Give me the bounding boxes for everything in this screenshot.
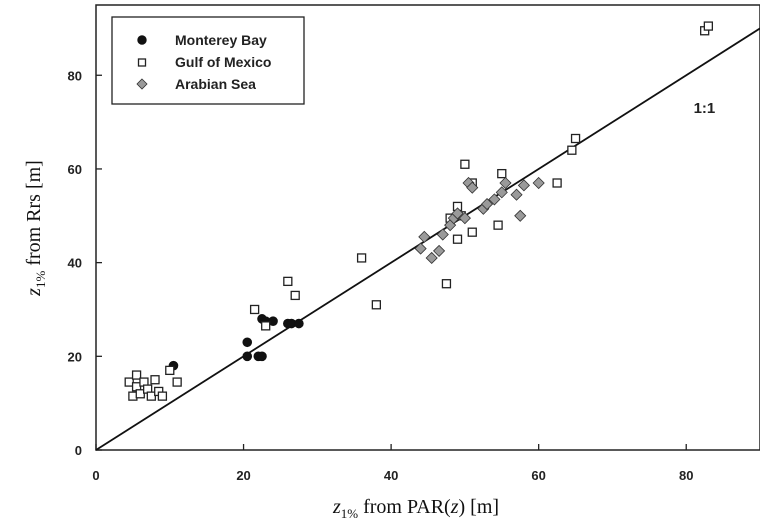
- plot-frame: [95, 4, 760, 451]
- legend-label-arabian-sea: Arabian Sea: [175, 76, 256, 92]
- y-tick-label: 40: [68, 256, 82, 271]
- data-point-square: [124, 377, 134, 387]
- data-point-square: [356, 253, 367, 263]
- x-axis-title: z1% from PAR(z) [m]: [332, 496, 499, 521]
- data-point-square: [460, 159, 470, 169]
- data-point-diamond: [451, 207, 464, 220]
- y-tick-label: 80: [68, 68, 82, 83]
- y-axis-title: z1% from Rrs [m]: [23, 160, 48, 297]
- data-point-diamond: [532, 176, 545, 190]
- legend-entry-arabian-sea: Arabian Sea: [136, 76, 256, 92]
- x-tick-label: 20: [236, 468, 250, 483]
- data-point-square: [146, 391, 156, 401]
- legend-entry-monterey-bay: Monterey Bay: [137, 32, 267, 48]
- x-tick-label: 0: [92, 468, 99, 483]
- data-point-diamond: [425, 251, 438, 265]
- data-point-diamond: [517, 179, 530, 192]
- data-point-square: [283, 276, 293, 287]
- plot-area: [95, 4, 760, 451]
- data-point-diamond: [436, 228, 449, 241]
- legend-entry-gulf-of-mexico: Gulf of Mexico: [137, 54, 271, 70]
- y-tick-label: 0: [75, 443, 82, 458]
- data-point-circle: [294, 318, 304, 329]
- x-tick-label: 60: [531, 468, 545, 483]
- data-point-square: [249, 304, 260, 315]
- data-point-square: [570, 133, 581, 144]
- data-point-diamond: [418, 230, 431, 243]
- series-arabian-sea: [414, 176, 545, 265]
- data-point-circle: [242, 351, 253, 362]
- axes: 0 20 40 60 80 0 20 40 60 80: [68, 68, 694, 483]
- legend-marker-filled-diamond: [136, 78, 148, 90]
- data-point-diamond: [458, 212, 471, 225]
- series-gulf-of-mexico: [124, 21, 714, 401]
- legend-marker-open-square: [137, 58, 147, 67]
- y-tick-label: 60: [68, 162, 82, 177]
- data-point-square: [552, 178, 562, 188]
- data-point-square: [493, 220, 503, 230]
- data-point-square: [371, 300, 382, 310]
- y-tick-label: 20: [68, 349, 82, 364]
- data-point-diamond: [499, 176, 512, 190]
- one-to-one-label: 1:1: [694, 100, 716, 117]
- x-tick-label: 80: [679, 468, 693, 483]
- data-point-square: [131, 370, 142, 380]
- data-point-diamond: [510, 188, 523, 201]
- data-point-square: [290, 290, 300, 301]
- data-point-diamond: [414, 242, 427, 255]
- data-point-square: [703, 21, 714, 31]
- data-point-square: [135, 389, 145, 399]
- x-tick-label: 40: [384, 468, 398, 483]
- data-point-square: [150, 375, 160, 385]
- data-point-diamond: [466, 181, 479, 194]
- data-point-square: [165, 365, 175, 376]
- data-point-diamond: [495, 186, 508, 199]
- legend-label-monterey-bay: Monterey Bay: [175, 32, 267, 48]
- data-point-diamond: [514, 209, 527, 222]
- data-point-square: [567, 145, 577, 155]
- data-point-circle: [257, 351, 267, 362]
- data-point-circle: [268, 316, 278, 326]
- data-point-diamond: [480, 198, 494, 211]
- legend: Monterey Bay Gulf of Mexico Arabian Sea: [111, 16, 305, 105]
- data-point-square: [497, 168, 507, 179]
- data-point-diamond: [488, 193, 501, 206]
- data-point-circle: [242, 337, 253, 348]
- data-point-square: [467, 227, 477, 237]
- data-point-square: [441, 279, 452, 289]
- data-point-square: [261, 321, 271, 331]
- legend-marker-filled-circle: [137, 35, 147, 45]
- data-point-diamond: [433, 244, 446, 257]
- data-points: [124, 21, 714, 401]
- data-point-square: [172, 377, 182, 387]
- data-point-square: [452, 234, 463, 244]
- legend-label-gulf-of-mexico: Gulf of Mexico: [175, 54, 271, 70]
- data-point-square: [157, 391, 168, 401]
